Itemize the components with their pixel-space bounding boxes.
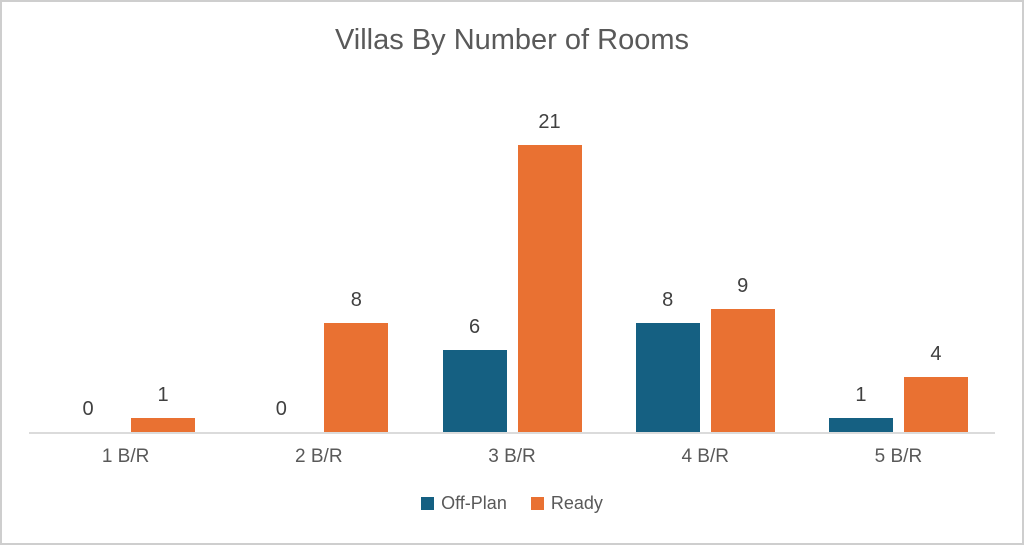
- legend-item: Ready: [530, 493, 603, 514]
- bar-off-plan: [442, 350, 507, 432]
- bar-slot: 0: [249, 399, 313, 432]
- category-label: 4 B/R: [681, 446, 729, 467]
- legend-swatch-icon: [421, 497, 435, 510]
- category-label: 1 B/R: [101, 446, 150, 467]
- bar-slot: 8: [324, 289, 389, 432]
- value-label: 0: [82, 398, 94, 420]
- bar-slot: 1: [828, 384, 893, 432]
- value-label: 8: [350, 289, 362, 311]
- bar-slot: 6: [442, 316, 507, 432]
- category-label: 3 B/R: [488, 446, 536, 467]
- bar-off-plan: [828, 418, 893, 432]
- plot-region: 0 1 0 8 6 21 8 9 1 4 1 B/R 2 B/R 3 B/R 4 B/R 5 B/R: [29, 82, 995, 468]
- value-label: 1: [157, 384, 169, 406]
- bar-ready: [903, 377, 968, 432]
- value-label: 1: [855, 384, 867, 406]
- legend-label: Ready: [550, 493, 603, 513]
- bar-slot: 0: [56, 399, 120, 432]
- value-label: 8: [662, 289, 674, 311]
- value-label: 6: [468, 316, 481, 338]
- value-label: 21: [538, 111, 561, 133]
- legend-item: Off-Plan: [421, 493, 507, 514]
- bar-ready: [517, 145, 582, 432]
- value-label: 9: [737, 275, 749, 297]
- value-label: 4: [930, 343, 942, 365]
- chart-title: Villas By Number of Rooms: [334, 24, 690, 56]
- bar-ready: [131, 418, 196, 432]
- category-label: 2 B/R: [295, 446, 343, 467]
- bar-slot: 21: [517, 111, 582, 432]
- bar-group: 6 21: [415, 82, 608, 432]
- bar-slot: 9: [710, 275, 775, 432]
- bar-slot: 1: [131, 384, 196, 432]
- legend-swatch-icon: [530, 497, 544, 510]
- bar-slot: 4: [903, 343, 968, 432]
- bar-slot: 8: [635, 289, 700, 432]
- x-axis-labels: 1 B/R 2 B/R 3 B/R 4 B/R 5 B/R: [29, 446, 995, 468]
- bar-ready: [324, 323, 389, 432]
- bar-off-plan: [635, 323, 700, 432]
- legend: Off-Plan Ready: [2, 493, 1022, 514]
- category-label: 5 B/R: [874, 446, 923, 467]
- plot-area: 0 1 0 8 6 21 8 9 1 4: [29, 82, 995, 434]
- value-label: 0: [275, 398, 287, 420]
- bar-ready: [710, 309, 775, 432]
- legend-label: Off-Plan: [441, 493, 507, 513]
